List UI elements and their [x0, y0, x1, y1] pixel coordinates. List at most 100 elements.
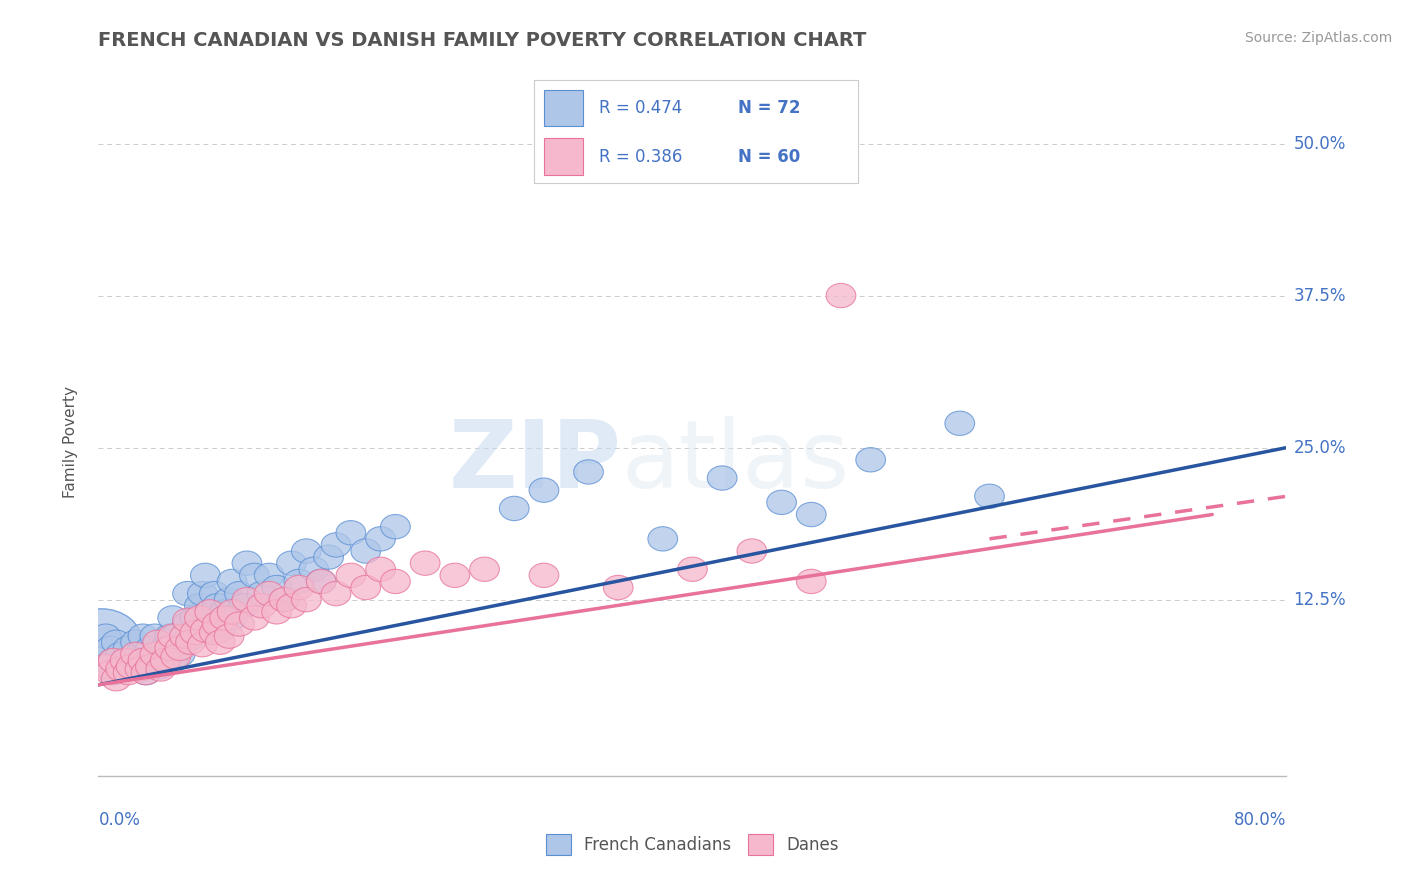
Ellipse shape — [160, 624, 190, 648]
Text: N = 60: N = 60 — [738, 148, 800, 166]
Ellipse shape — [98, 648, 128, 673]
Text: R = 0.386: R = 0.386 — [599, 148, 682, 166]
Ellipse shape — [239, 563, 269, 588]
Ellipse shape — [205, 618, 235, 642]
Ellipse shape — [155, 636, 184, 660]
Ellipse shape — [125, 657, 155, 681]
Ellipse shape — [187, 618, 217, 642]
Text: 25.0%: 25.0% — [1294, 439, 1346, 457]
Text: Source: ZipAtlas.com: Source: ZipAtlas.com — [1244, 31, 1392, 45]
Ellipse shape — [603, 575, 633, 599]
Ellipse shape — [143, 642, 173, 666]
Ellipse shape — [173, 612, 202, 636]
Text: ZIP: ZIP — [449, 416, 621, 508]
Ellipse shape — [96, 660, 125, 685]
Ellipse shape — [187, 582, 217, 606]
Ellipse shape — [205, 630, 235, 655]
Ellipse shape — [277, 593, 307, 618]
Ellipse shape — [366, 558, 395, 582]
Ellipse shape — [155, 624, 184, 648]
Ellipse shape — [336, 521, 366, 545]
Ellipse shape — [307, 569, 336, 593]
Ellipse shape — [827, 284, 856, 308]
Ellipse shape — [128, 648, 157, 673]
Ellipse shape — [314, 545, 343, 569]
Ellipse shape — [157, 606, 187, 630]
Ellipse shape — [411, 551, 440, 575]
Ellipse shape — [170, 624, 200, 648]
Ellipse shape — [299, 558, 329, 582]
Legend: French Canadians, Danes: French Canadians, Danes — [540, 828, 845, 862]
Ellipse shape — [648, 526, 678, 551]
Ellipse shape — [239, 606, 269, 630]
Ellipse shape — [291, 539, 321, 563]
Ellipse shape — [470, 558, 499, 582]
Ellipse shape — [91, 624, 121, 648]
Ellipse shape — [277, 551, 307, 575]
Ellipse shape — [96, 636, 125, 660]
Ellipse shape — [232, 551, 262, 575]
Ellipse shape — [974, 484, 1004, 508]
Ellipse shape — [232, 588, 262, 612]
Ellipse shape — [173, 582, 202, 606]
Ellipse shape — [135, 636, 166, 660]
Ellipse shape — [202, 612, 232, 636]
Y-axis label: Family Poverty: Family Poverty — [63, 385, 77, 498]
Text: 12.5%: 12.5% — [1294, 591, 1346, 608]
Ellipse shape — [284, 569, 314, 593]
Ellipse shape — [160, 645, 190, 669]
Ellipse shape — [796, 502, 827, 526]
Ellipse shape — [187, 632, 217, 657]
Ellipse shape — [157, 624, 187, 648]
Ellipse shape — [117, 648, 146, 673]
Ellipse shape — [269, 588, 299, 612]
Ellipse shape — [262, 575, 291, 599]
Ellipse shape — [166, 636, 195, 660]
Ellipse shape — [176, 630, 205, 655]
Ellipse shape — [166, 642, 195, 666]
Ellipse shape — [180, 624, 209, 648]
Ellipse shape — [284, 575, 314, 599]
Ellipse shape — [254, 563, 284, 588]
Bar — [544, 137, 583, 175]
Text: FRENCH CANADIAN VS DANISH FAMILY POVERTY CORRELATION CHART: FRENCH CANADIAN VS DANISH FAMILY POVERTY… — [98, 31, 866, 50]
Ellipse shape — [352, 575, 381, 599]
Ellipse shape — [225, 582, 254, 606]
Ellipse shape — [141, 624, 170, 648]
Ellipse shape — [214, 588, 245, 612]
Ellipse shape — [114, 660, 143, 685]
Ellipse shape — [229, 593, 259, 618]
Ellipse shape — [247, 582, 277, 606]
Text: 80.0%: 80.0% — [1234, 811, 1286, 829]
Ellipse shape — [141, 642, 170, 666]
Ellipse shape — [796, 569, 827, 593]
Ellipse shape — [195, 618, 225, 642]
Ellipse shape — [529, 478, 558, 502]
Ellipse shape — [321, 582, 352, 606]
Ellipse shape — [190, 563, 221, 588]
Text: 0.0%: 0.0% — [98, 811, 141, 829]
Ellipse shape — [180, 606, 209, 630]
Ellipse shape — [128, 624, 157, 648]
Ellipse shape — [143, 630, 173, 655]
Ellipse shape — [131, 660, 160, 685]
Ellipse shape — [121, 655, 150, 679]
Ellipse shape — [135, 655, 166, 679]
Ellipse shape — [381, 569, 411, 593]
Ellipse shape — [366, 526, 395, 551]
Ellipse shape — [91, 655, 121, 679]
Ellipse shape — [117, 655, 146, 679]
Ellipse shape — [110, 655, 141, 679]
Ellipse shape — [269, 588, 299, 612]
Text: 37.5%: 37.5% — [1294, 286, 1346, 304]
Ellipse shape — [707, 466, 737, 491]
Ellipse shape — [202, 593, 232, 618]
Ellipse shape — [150, 648, 180, 673]
Ellipse shape — [307, 569, 336, 593]
Ellipse shape — [184, 593, 214, 618]
Text: R = 0.474: R = 0.474 — [599, 99, 682, 117]
Bar — [544, 89, 583, 127]
Ellipse shape — [146, 657, 176, 681]
Ellipse shape — [98, 648, 128, 673]
Ellipse shape — [114, 636, 143, 660]
